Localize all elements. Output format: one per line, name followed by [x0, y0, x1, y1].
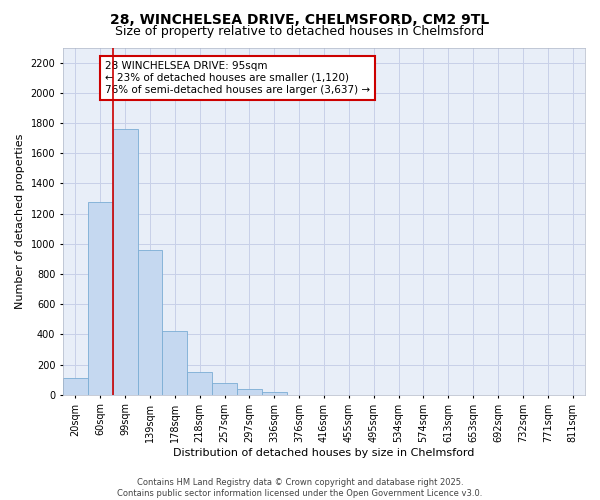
Bar: [187, 372, 212, 395]
Bar: [212, 382, 237, 395]
Bar: [163, 332, 187, 395]
Bar: [262, 392, 287, 395]
Bar: [88, 202, 113, 395]
Text: Size of property relative to detached houses in Chelmsford: Size of property relative to detached ho…: [115, 25, 485, 38]
Text: 28, WINCHELSEA DRIVE, CHELMSFORD, CM2 9TL: 28, WINCHELSEA DRIVE, CHELMSFORD, CM2 9T…: [110, 12, 490, 26]
Text: 28 WINCHELSEA DRIVE: 95sqm
← 23% of detached houses are smaller (1,120)
76% of s: 28 WINCHELSEA DRIVE: 95sqm ← 23% of deta…: [105, 62, 370, 94]
Bar: [237, 389, 262, 395]
Bar: [113, 129, 137, 395]
X-axis label: Distribution of detached houses by size in Chelmsford: Distribution of detached houses by size …: [173, 448, 475, 458]
Bar: [137, 250, 163, 395]
Y-axis label: Number of detached properties: Number of detached properties: [15, 134, 25, 309]
Text: Contains HM Land Registry data © Crown copyright and database right 2025.
Contai: Contains HM Land Registry data © Crown c…: [118, 478, 482, 498]
Bar: [63, 378, 88, 395]
